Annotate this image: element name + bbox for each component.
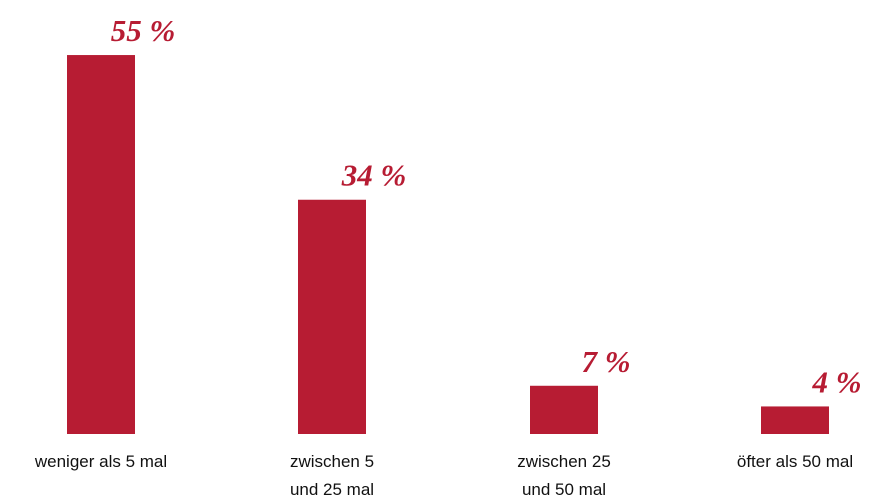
value-label: 34 % — [341, 158, 407, 193]
x-tick-label: zwischen 5 und 25 mal — [289, 452, 375, 498]
bar — [298, 199, 366, 434]
x-tick-label: weniger als 5 mal — [34, 452, 168, 471]
x-tick-label: öfter als 50 mal — [736, 452, 854, 471]
x-tick-label: zwischen 25 und 50 mal — [517, 452, 611, 498]
bar — [67, 55, 135, 435]
value-label: 7 % — [581, 344, 630, 379]
bar — [530, 385, 598, 434]
bar — [761, 406, 829, 434]
value-label: 55 % — [111, 13, 176, 48]
value-label: 4 % — [811, 364, 861, 399]
